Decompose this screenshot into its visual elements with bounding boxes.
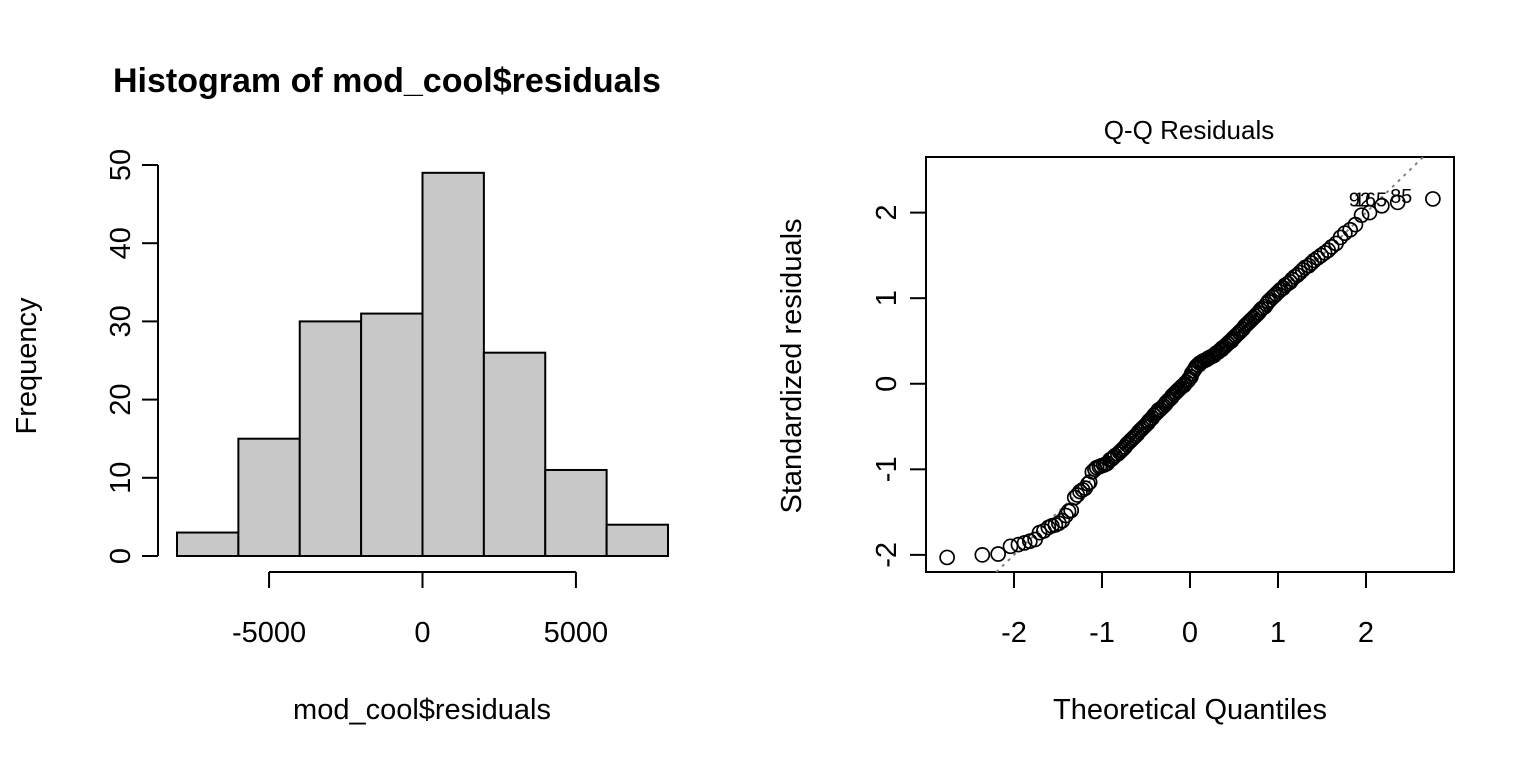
qq-point	[1002, 538, 1019, 555]
qq-y-tick-label: -2	[871, 542, 903, 568]
qq-point	[1361, 204, 1378, 221]
histogram-x-tick-label: 5000	[544, 617, 609, 649]
qq-point	[1332, 229, 1349, 246]
qq-point	[1353, 207, 1370, 224]
histogram-bar	[176, 531, 240, 557]
histogram-x-tick-label: -5000	[232, 617, 306, 649]
qq-y-tick-label: 0	[871, 376, 903, 392]
qq-title: Q-Q Residuals	[1104, 115, 1275, 145]
qq-point	[1058, 507, 1074, 524]
histogram-y-tick-label: 20	[105, 383, 137, 415]
histogram-panel: Histogram of mod_cool$residuals 0 10 20 30 4…	[11, 62, 669, 726]
qq-point	[1389, 194, 1406, 211]
histogram-bar	[482, 351, 547, 557]
qq-x-tick-label: -1	[1089, 617, 1115, 649]
histogram-y-tick-label: 30	[105, 305, 137, 337]
qq-point	[1178, 374, 1195, 390]
qq-points	[939, 191, 1441, 566]
histogram-y-label: Frequency	[11, 297, 43, 435]
qq-x-axis: -2 -1 0 1 2	[1001, 572, 1374, 649]
histogram-bar	[298, 320, 363, 557]
histogram-title: Histogram of mod_cool$residuals	[113, 62, 661, 100]
qq-x-label: Theoretical Quantiles	[1053, 694, 1327, 726]
qq-y-tick-label: 1	[871, 290, 903, 306]
qq-point	[1010, 536, 1027, 553]
histogram-bars	[176, 171, 669, 558]
qq-y-label: Standardized residuals	[776, 218, 808, 513]
qq-y-axis: -2 -1 0 1 2	[871, 205, 926, 568]
histogram-x-axis: -5000 0 5000	[232, 571, 609, 649]
qq-point	[939, 549, 955, 566]
histogram-bar	[360, 312, 424, 557]
qq-point	[1373, 197, 1390, 214]
qq-point-label: 92	[1349, 190, 1371, 212]
qq-point-label: 165	[1354, 190, 1387, 212]
qq-point-label: 85	[1390, 186, 1412, 208]
histogram-x-tick-label: 0	[414, 617, 430, 649]
qq-x-tick-label: -2	[1001, 617, 1027, 649]
qq-point	[1081, 474, 1098, 491]
histogram-y-tick-label: 50	[105, 149, 137, 181]
histogram-bar	[421, 171, 485, 557]
histogram-bar	[544, 468, 608, 558]
qq-x-tick-label: 1	[1270, 617, 1286, 649]
histogram-y-tick-label: 10	[105, 462, 137, 494]
qq-y-tick-label: -1	[871, 456, 903, 482]
histogram-y-axis: 0 10 20 30 40 50	[105, 149, 159, 564]
histogram-y-tick-label: 0	[105, 548, 137, 564]
qq-x-tick-label: 0	[1182, 617, 1198, 649]
histogram-bar	[237, 437, 301, 558]
qq-point	[1300, 257, 1317, 274]
qq-point	[1323, 238, 1340, 255]
qq-point	[974, 547, 991, 563]
qq-x-tick-label: 2	[1358, 617, 1374, 649]
qq-point	[1425, 191, 1441, 207]
histogram-bar	[605, 523, 669, 557]
qq-y-tick-label: 2	[871, 205, 903, 221]
qq-point	[990, 546, 1007, 562]
qq-point	[1342, 221, 1359, 238]
histogram-y-tick-label: 40	[105, 227, 137, 259]
histogram-x-label: mod_cool$residuals	[293, 694, 551, 726]
